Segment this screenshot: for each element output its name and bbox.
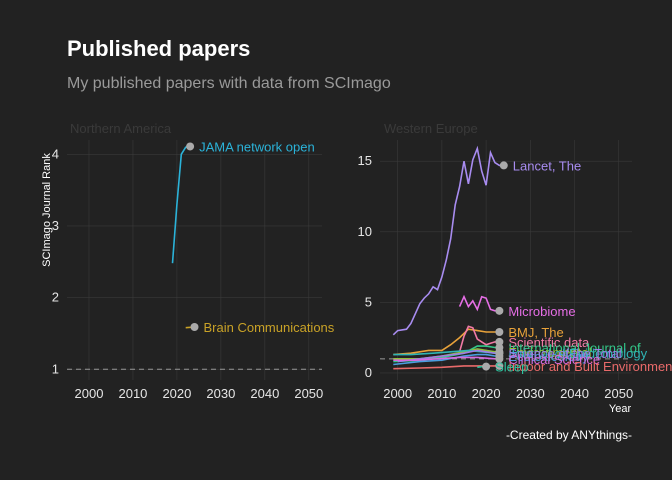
- x-tick-label: 2010: [427, 386, 456, 401]
- series-label: Indoor and Built Environment: [508, 359, 672, 374]
- series-label: Science of the Total: [508, 346, 621, 361]
- x-tick-label: 2040: [560, 386, 589, 401]
- series-endpoint: [499, 161, 508, 170]
- y-tick-label: 0: [365, 365, 372, 380]
- series-endpoint: [495, 306, 504, 315]
- series-line: [393, 328, 500, 356]
- x-tick-label: 2000: [383, 386, 412, 401]
- gridlines: [67, 140, 322, 380]
- x-tick-label: 2040: [250, 386, 279, 401]
- series-line: [458, 325, 500, 353]
- x-tick-label: 2000: [75, 386, 104, 401]
- panel-western-europe: Western Europe Year 2000 2010 2020 2030 2040…: [358, 121, 672, 415]
- series-endpoint: [495, 354, 504, 363]
- series-endpoint: [190, 322, 199, 331]
- y-tick-label: 5: [365, 294, 372, 309]
- series-endpoint: [482, 362, 491, 371]
- x-tick-label: 2050: [604, 386, 633, 401]
- series-endpoint: [186, 142, 195, 151]
- series-line: [393, 353, 500, 366]
- series-label: Scientific data: [508, 335, 590, 350]
- series-label: Clinical Science: [508, 352, 600, 367]
- y-tick-label: 10: [358, 224, 372, 239]
- series-label: Sleep: [495, 360, 528, 375]
- series-label: Brain Communications: [204, 320, 335, 335]
- x-tick-label: 2050: [294, 386, 323, 401]
- panel-northern-america: Northern America SCImago Journal Rank 20…: [41, 121, 335, 401]
- series-line: [393, 365, 500, 370]
- facet-strip-northern-america: Northern America: [70, 121, 172, 136]
- x-tick-label: 2030: [206, 386, 235, 401]
- series-endpoint: [495, 328, 504, 336]
- series-line: [397, 349, 500, 363]
- chart-subtitle: My published papers with data from SCIma…: [67, 75, 391, 92]
- x-tick-label: 2010: [118, 386, 147, 401]
- chart-title: Published papers: [67, 36, 251, 61]
- y-tick-label: 2: [52, 290, 59, 305]
- series-label: Microbiome: [508, 304, 575, 319]
- series-line: [458, 294, 500, 312]
- series-endpoint: [495, 349, 504, 358]
- series-line: [392, 145, 504, 336]
- y-tick-label: 1: [52, 361, 59, 376]
- series-label: Lancet, The: [513, 158, 581, 173]
- series-label: JAMA network open: [199, 139, 315, 154]
- series-endpoint: [495, 361, 504, 370]
- x-tick-label: 2020: [162, 386, 191, 401]
- facet-strip-western-europe: Western Europe: [384, 121, 478, 136]
- chart-caption: -Created by ANYthings-: [505, 428, 632, 442]
- series-label: Ecotoxicology: [508, 349, 589, 364]
- series-line: [171, 145, 191, 264]
- series-label: Environmental: [508, 345, 591, 360]
- x-tick-label: 2020: [472, 386, 501, 401]
- series-label: Journal of Epidemiology: [508, 346, 647, 361]
- series-label: International Journal of: [508, 341, 641, 356]
- series-line: [393, 356, 500, 361]
- x-tick-label: 2030: [516, 386, 545, 401]
- series-label: BMJ, The: [508, 325, 563, 340]
- y-tick-label: 4: [52, 146, 59, 161]
- series-endpoint: [495, 337, 504, 346]
- x-axis-title: Year: [609, 403, 632, 415]
- y-tick-label: 15: [358, 153, 372, 168]
- y-tick-label: 3: [52, 218, 59, 233]
- y-axis-title: SCImago Journal Rank: [41, 153, 53, 267]
